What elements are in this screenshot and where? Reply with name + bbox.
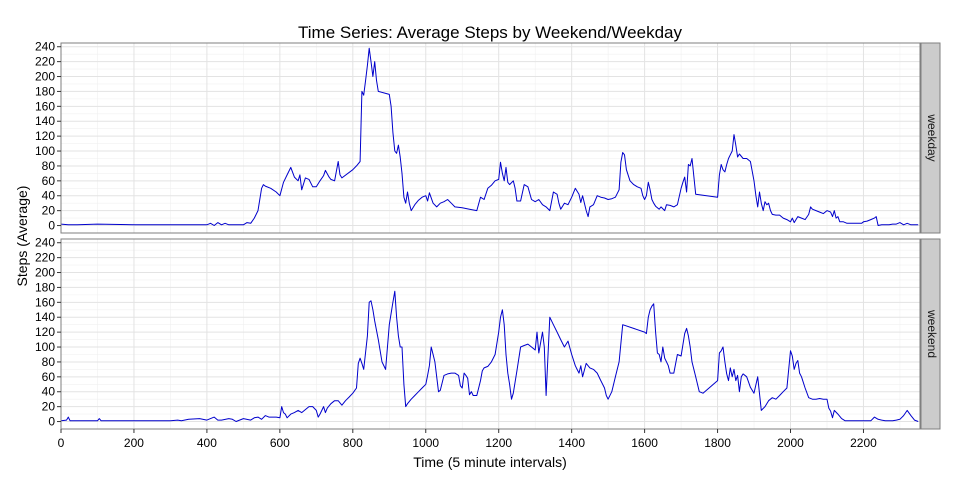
y-tick-label: 180: [35, 84, 55, 98]
y-tick-label: 180: [35, 280, 55, 294]
x-tick-label: 800: [343, 436, 363, 450]
x-tick-label: 1200: [485, 436, 512, 450]
x-tick-label: 2200: [850, 436, 877, 450]
panel-border: [60, 238, 921, 430]
panel-background: [61, 239, 920, 429]
y-tick-label: 160: [35, 295, 55, 309]
x-tick-label: 1400: [558, 436, 585, 450]
y-tick-label: 20: [42, 400, 56, 414]
y-tick-label: 240: [35, 40, 55, 54]
y-tick-label: 120: [35, 129, 55, 143]
x-tick-label: 1000: [412, 436, 439, 450]
panel-border: [60, 42, 921, 234]
y-tick-label: 240: [35, 236, 55, 250]
y-axis-title: Steps (Average): [14, 186, 30, 287]
x-tick-label: 2000: [777, 436, 804, 450]
strip-background: [920, 238, 941, 430]
strip-label: weekday: [925, 113, 939, 161]
strip-label: weekend: [925, 309, 939, 358]
y-tick-label: 200: [35, 266, 55, 280]
y-tick-label: 140: [35, 114, 55, 128]
y-tick-label: 40: [42, 189, 56, 203]
x-tick-label: 1800: [704, 436, 731, 450]
y-tick-label: 60: [42, 370, 56, 384]
y-tick-label: 160: [35, 99, 55, 113]
y-tick-label: 120: [35, 325, 55, 339]
facet-strip-weekday: weekday: [920, 42, 941, 234]
series-line-weekday: [60, 47, 919, 226]
grid: [60, 43, 920, 233]
chart-title: Time Series: Average Steps by Weekend/We…: [298, 23, 682, 42]
y-tick-label: 200: [35, 70, 55, 84]
x-tick-label: 0: [58, 436, 65, 450]
panel-background: [61, 43, 920, 233]
panels-layer: weekday020406080100120140160180200220240…: [35, 40, 941, 430]
grid: [60, 239, 920, 429]
y-tick-label: 0: [48, 219, 55, 233]
y-tick-label: 40: [42, 385, 56, 399]
y-tick-label: 220: [35, 251, 55, 265]
x-tick-label: 400: [197, 436, 217, 450]
y-tick-label: 140: [35, 310, 55, 324]
y-tick-label: 100: [35, 144, 55, 158]
y-tick-label: 100: [35, 340, 55, 354]
x-tick-label: 200: [124, 436, 144, 450]
y-tick-label: 80: [42, 159, 56, 173]
y-tick-label: 220: [35, 55, 55, 69]
x-axis-title: Time (5 minute intervals): [413, 454, 567, 470]
x-tick-label: 1600: [631, 436, 658, 450]
x-tick-label: 600: [270, 436, 290, 450]
y-tick-label: 60: [42, 174, 56, 188]
y-tick-label: 0: [48, 415, 55, 429]
y-tick-label: 80: [42, 355, 56, 369]
y-tick-label: 20: [42, 204, 56, 218]
series-line-weekend: [60, 290, 919, 422]
strip-background: [920, 42, 941, 234]
facet-strip-weekend: weekend: [920, 238, 941, 430]
x-axis: 0 200 400 600 800 1000 1200 1400 1600 1800 2000 220…: [58, 429, 877, 450]
